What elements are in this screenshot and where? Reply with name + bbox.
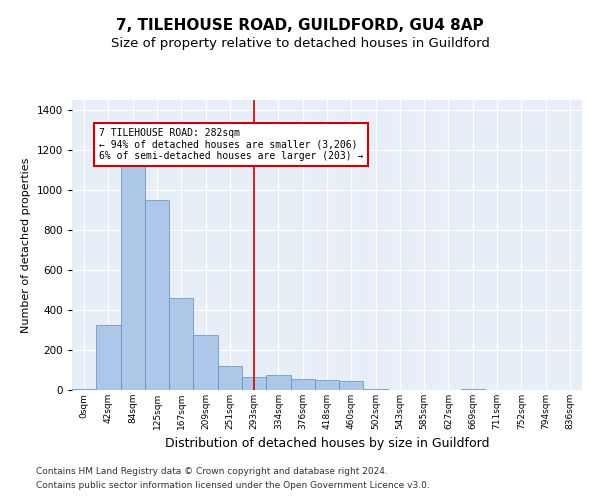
Text: Size of property relative to detached houses in Guildford: Size of property relative to detached ho…: [110, 38, 490, 51]
Bar: [315, 380, 339, 390]
Bar: [72, 389, 96, 390]
Bar: [145, 200, 169, 390]
Bar: [290, 379, 315, 390]
X-axis label: Distribution of detached houses by size in Guildford: Distribution of detached houses by size …: [165, 438, 489, 450]
Text: 7 TILEHOUSE ROAD: 282sqm
← 94% of detached houses are smaller (3,206)
6% of semi: 7 TILEHOUSE ROAD: 282sqm ← 94% of detach…: [99, 128, 363, 161]
Bar: [461, 389, 485, 390]
Bar: [96, 325, 121, 390]
Bar: [169, 298, 193, 390]
Y-axis label: Number of detached properties: Number of detached properties: [21, 158, 31, 332]
Bar: [242, 377, 266, 390]
Text: Contains HM Land Registry data © Crown copyright and database right 2024.: Contains HM Land Registry data © Crown c…: [36, 467, 388, 476]
Text: 7, TILEHOUSE ROAD, GUILDFORD, GU4 8AP: 7, TILEHOUSE ROAD, GUILDFORD, GU4 8AP: [116, 18, 484, 32]
Bar: [339, 381, 364, 390]
Bar: [121, 166, 145, 390]
Bar: [364, 389, 388, 390]
Bar: [193, 335, 218, 390]
Text: Contains public sector information licensed under the Open Government Licence v3: Contains public sector information licen…: [36, 481, 430, 490]
Bar: [266, 375, 290, 390]
Bar: [218, 366, 242, 390]
